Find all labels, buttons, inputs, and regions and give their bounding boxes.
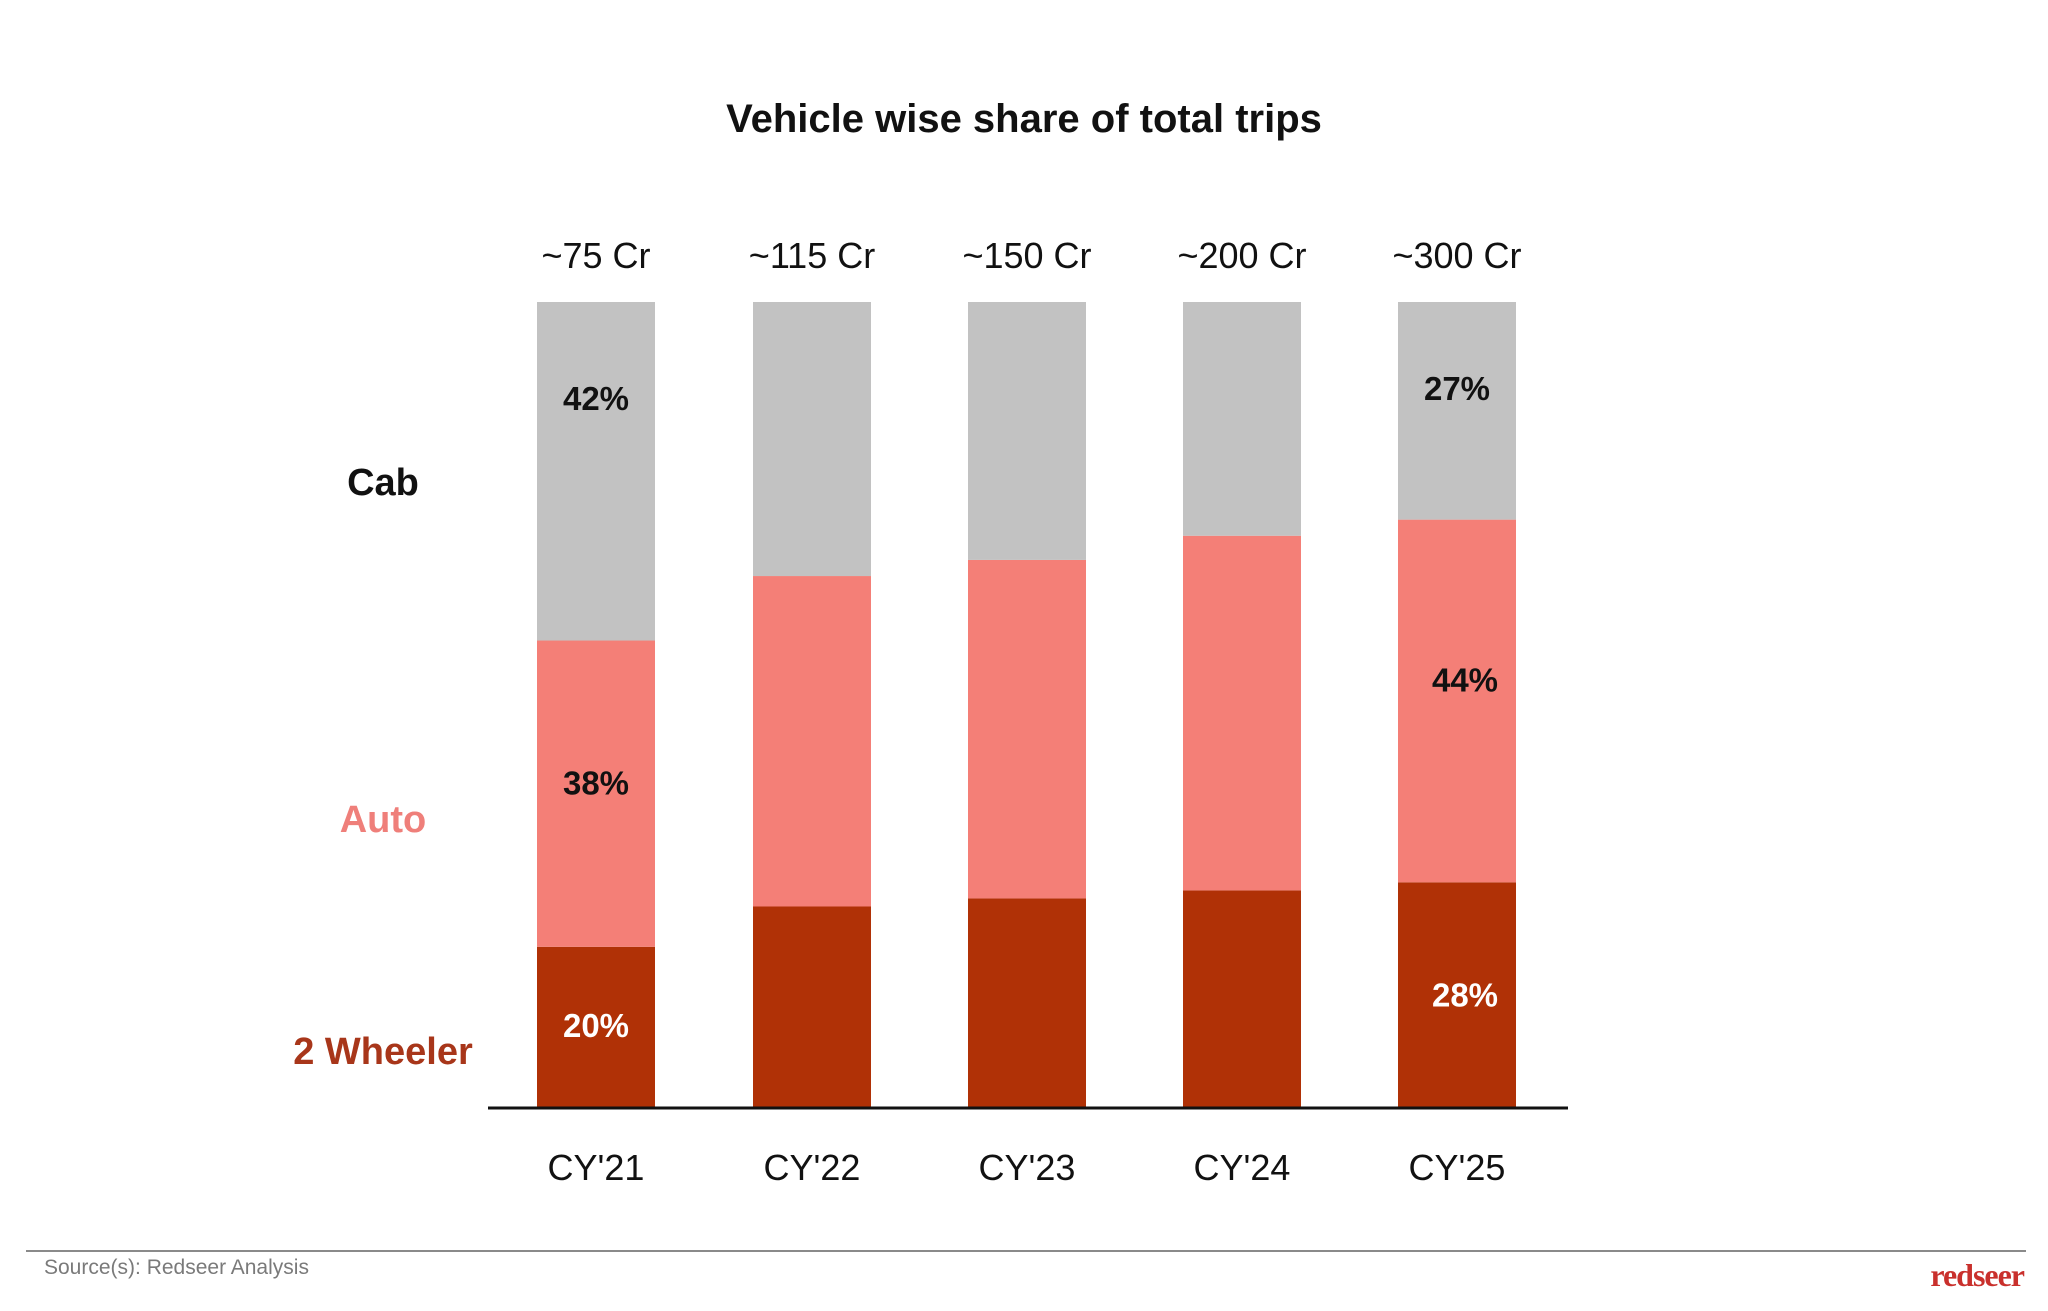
- labels-layer: 20% 38% 42% ~75 Cr CY'21 ~115 Cr CY'22 ~150 Cr C…: [293, 235, 1521, 1188]
- legend-label-auto: Auto: [340, 799, 427, 841]
- data-label: 44%: [1432, 662, 1498, 699]
- bar-segment-auto: [537, 640, 655, 947]
- source-note: Source(s): Redseer Analysis: [44, 1256, 309, 1279]
- bar-segment-2-wheeler: [1398, 882, 1516, 1108]
- x-tick-label: CY'24: [1194, 1147, 1291, 1188]
- data-label: 27%: [1424, 370, 1490, 407]
- x-tick-label: CY'25: [1409, 1147, 1506, 1188]
- bar-segment-2-wheeler: [753, 906, 871, 1108]
- bar-segment-auto: [968, 559, 1086, 899]
- footer-divider: [26, 1250, 2026, 1252]
- bars-layer: [537, 302, 1516, 1108]
- total-trips-label: ~150 Cr: [962, 235, 1091, 276]
- chart-title: Vehicle wise share of total trips: [726, 97, 1322, 141]
- bar-segment-auto: [1398, 519, 1516, 883]
- bar-segment-2-wheeler: [1183, 890, 1301, 1108]
- redseer-logo: redseer: [1930, 1257, 2025, 1293]
- total-trips-label: ~115 Cr: [749, 235, 875, 276]
- x-tick-label: CY'21: [548, 1147, 645, 1188]
- bar-segment-2-wheeler: [537, 946, 655, 1108]
- bar-segment-cab: [968, 302, 1086, 560]
- total-trips-label: ~75 Cr: [541, 235, 650, 276]
- bar-segment-auto: [1183, 535, 1301, 891]
- data-label: 42%: [563, 380, 629, 417]
- bar-segment-2-wheeler: [968, 898, 1086, 1108]
- bar-segment-auto: [753, 576, 871, 907]
- x-tick-label: CY'22: [764, 1147, 861, 1188]
- legend-label-2-wheeler: 2 Wheeler: [293, 1031, 473, 1073]
- data-label: 38%: [563, 765, 629, 802]
- data-label: 20%: [563, 1007, 629, 1044]
- legend-label-cab: Cab: [347, 462, 419, 504]
- data-label: 28%: [1432, 976, 1498, 1013]
- bar-segment-cab: [1183, 302, 1301, 536]
- bar-segment-cab: [1398, 302, 1516, 520]
- total-trips-label: ~200 Cr: [1177, 235, 1306, 276]
- bar-segment-cab: [753, 302, 871, 577]
- total-trips-label: ~300 Cr: [1392, 235, 1521, 276]
- bar-segment-cab: [537, 302, 655, 641]
- x-tick-label: CY'23: [979, 1147, 1076, 1188]
